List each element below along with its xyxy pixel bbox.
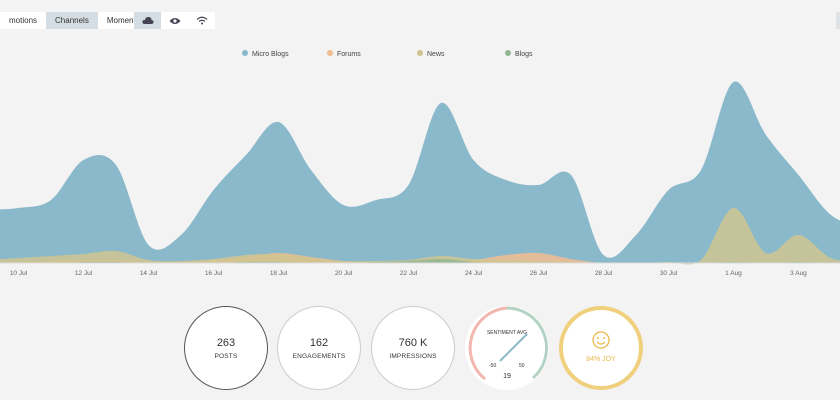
stat-value: 760 K — [398, 337, 428, 349]
stat-circle: 760 K IMPRESSIONS — [371, 306, 455, 390]
x-tick-label: 28 Jul — [595, 270, 613, 277]
joy-label: 84% JOY — [586, 356, 616, 363]
area — [0, 207, 840, 265]
joy-circle: 84% JOY — [559, 306, 643, 390]
wifi-icon — [196, 16, 207, 25]
legend-label: News — [427, 51, 445, 58]
stat-label: POSTS — [214, 353, 238, 360]
x-tick-label: 30 Jul — [660, 270, 678, 277]
x-tick-label: 1 Aug — [725, 270, 742, 277]
legend-swatch — [242, 50, 248, 56]
legend-label: Blogs — [515, 51, 533, 58]
stat-label: IMPRESSIONS — [389, 353, 437, 360]
stat-circle: 263 POSTS — [184, 306, 268, 390]
gauge-min: -50 — [489, 363, 497, 369]
gauge-value: 19 — [503, 373, 511, 380]
x-tick-label: 12 Jul — [75, 270, 93, 277]
stat-value: 162 — [309, 337, 329, 349]
x-tick-label: 24 Jul — [465, 270, 483, 277]
sentiment-gauge: SENTIMENT AVG -50 50 19 — [465, 306, 549, 390]
legend-swatch — [417, 50, 423, 56]
x-tick-label: 18 Jul — [270, 270, 288, 277]
gauge-max: 50 — [519, 363, 525, 369]
gauge-title: SENTIMENT AVG — [486, 330, 528, 336]
legend-swatch — [327, 50, 333, 56]
stat-label: ENGAGEMENTS — [292, 353, 346, 360]
legend-swatch — [505, 50, 511, 56]
tab[interactable]: Channels — [46, 12, 98, 29]
x-tick-label: 14 Jul — [140, 270, 158, 277]
x-tick-label: 20 Jul — [335, 270, 353, 277]
area-chart: Micro Blogs Forums News Blogs 10 Jul 12 Jul 14… — [0, 50, 840, 277]
x-tick-label: 3 Aug — [790, 270, 807, 277]
wifi-button[interactable] — [188, 12, 215, 29]
stat-circle: 162 ENGAGEMENTS — [277, 306, 361, 390]
legend-label: Micro Blogs — [252, 51, 289, 58]
gauge-art — [468, 306, 549, 381]
x-tick-label: 26 Jul — [530, 270, 548, 277]
stat-value: 263 — [216, 337, 236, 349]
cloud-icon — [141, 16, 154, 24]
area — [0, 258, 840, 264]
eye-button[interactable] — [161, 12, 188, 29]
x-tick-label: 10 Jul — [10, 270, 28, 277]
legend-label: Forums — [337, 51, 361, 58]
tab[interactable]: motions — [0, 12, 47, 29]
x-tick-label: 22 Jul — [400, 270, 418, 277]
area — [0, 81, 840, 263]
edge-button[interactable] — [836, 12, 840, 29]
cloud-button[interactable] — [134, 12, 161, 29]
x-tick-label: 16 Jul — [205, 270, 223, 277]
icon-bar — [134, 12, 215, 29]
smiley-icon — [592, 331, 610, 349]
eye-icon — [169, 17, 180, 24]
